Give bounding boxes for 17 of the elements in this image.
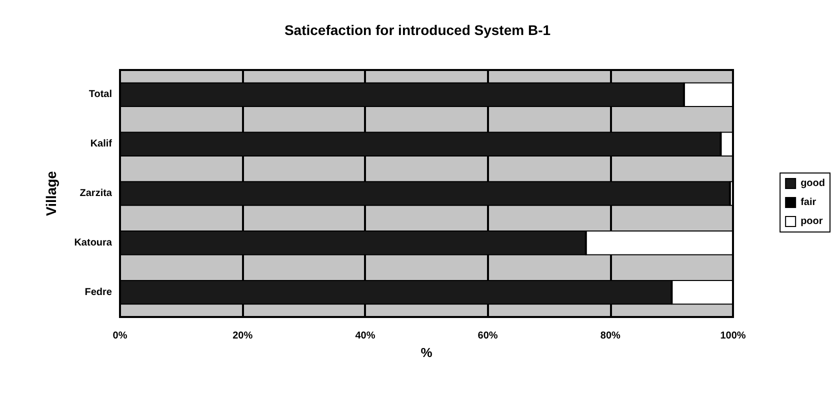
y-tick-label: Kalif: [90, 138, 113, 150]
legend-label: fair: [800, 197, 816, 208]
y-tick-label: Total: [88, 89, 112, 100]
x-tick-label: 60%: [478, 330, 498, 342]
x-tick-label: 100%: [720, 330, 746, 342]
x-tick-label: 40%: [355, 330, 376, 342]
x-axis-title: %: [420, 344, 433, 360]
y-tick-label: Katoura: [74, 237, 112, 248]
y-tick-label: Fedre: [84, 286, 112, 298]
legend-label: good: [800, 178, 826, 189]
y-axis-title: Village: [43, 170, 59, 216]
chart-title: Saticefaction for introduced System B-1: [284, 22, 551, 38]
x-tick-label: 0%: [112, 330, 128, 342]
x-tick-label: 20%: [232, 330, 253, 342]
x-tick-label: 80%: [600, 330, 621, 342]
y-tick-label: Zarzita: [80, 188, 112, 199]
legend-label: poor: [800, 216, 823, 227]
